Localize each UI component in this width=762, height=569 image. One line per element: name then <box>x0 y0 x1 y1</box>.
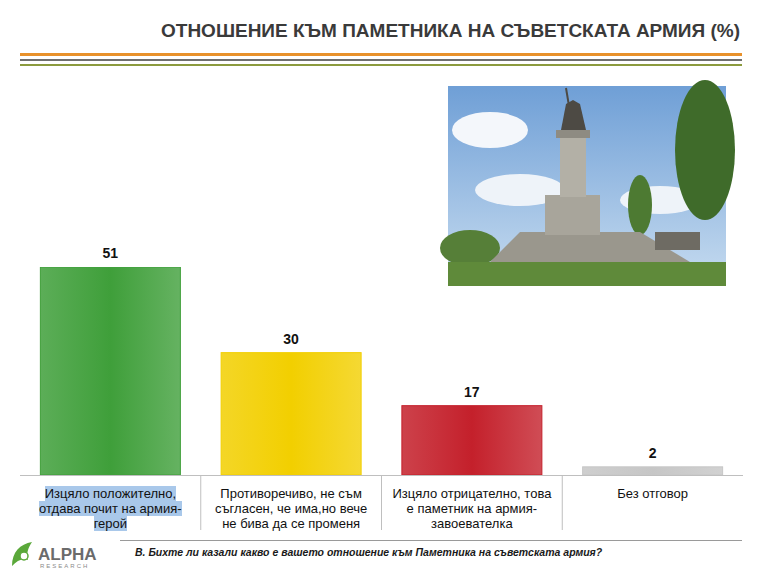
photo-column <box>560 135 586 197</box>
photo-cloud <box>452 112 528 148</box>
bar <box>221 353 361 475</box>
bars <box>40 267 722 475</box>
category-separator <box>562 475 563 530</box>
category-separator <box>381 475 382 530</box>
data-label: 17 <box>464 384 480 400</box>
title-rule <box>20 64 742 66</box>
data-label: 51 <box>103 245 119 261</box>
logo-icon <box>12 542 32 566</box>
category-separator <box>200 475 201 530</box>
photo-statue <box>561 100 586 130</box>
logo-icon <box>20 552 28 560</box>
chart-root: ОТНОШЕНИЕ КЪМ ПАМЕТНИКА НА СЪВЕТСКАТА АР… <box>0 0 762 569</box>
category-label: Без отговор <box>573 486 733 501</box>
photo-tree <box>628 175 652 235</box>
photo-tree <box>440 230 500 266</box>
logo-subtext: RESEARCH <box>40 563 89 569</box>
photo-statue <box>566 88 569 106</box>
photo-grass <box>448 262 726 286</box>
photo-tree <box>675 80 735 220</box>
category-label: Изцяло положително, отдава почит на арми… <box>30 486 190 531</box>
photo <box>440 80 735 290</box>
data-label: 30 <box>283 331 299 347</box>
category-label: Противоречиво, не съм съгласен, че има,н… <box>211 486 371 531</box>
title-rule <box>20 53 742 56</box>
footer-rule <box>120 540 742 541</box>
category-label: Изцяло отрицателно, това е паметник на а… <box>392 486 552 531</box>
title-rule <box>20 59 742 61</box>
logo-text: ALPHA <box>38 545 97 564</box>
bar <box>583 467 723 475</box>
data-label: 2 <box>649 445 657 461</box>
logo: ALPHARESEARCH <box>12 542 97 569</box>
footnote: В. Бихте ли казали какво е вашето отноше… <box>135 546 603 558</box>
chart-svg: ОТНОШЕНИЕ КЪМ ПАМЕТНИКА НА СЪВЕТСКАТА АР… <box>0 0 762 569</box>
bar <box>40 267 180 475</box>
photo-base <box>545 195 600 235</box>
title: ОТНОШЕНИЕ КЪМ ПАМЕТНИКА НА СЪВЕТСКАТА АР… <box>161 20 740 41</box>
photo-column <box>556 130 590 138</box>
bar <box>402 406 542 475</box>
photo-relief <box>655 232 700 250</box>
